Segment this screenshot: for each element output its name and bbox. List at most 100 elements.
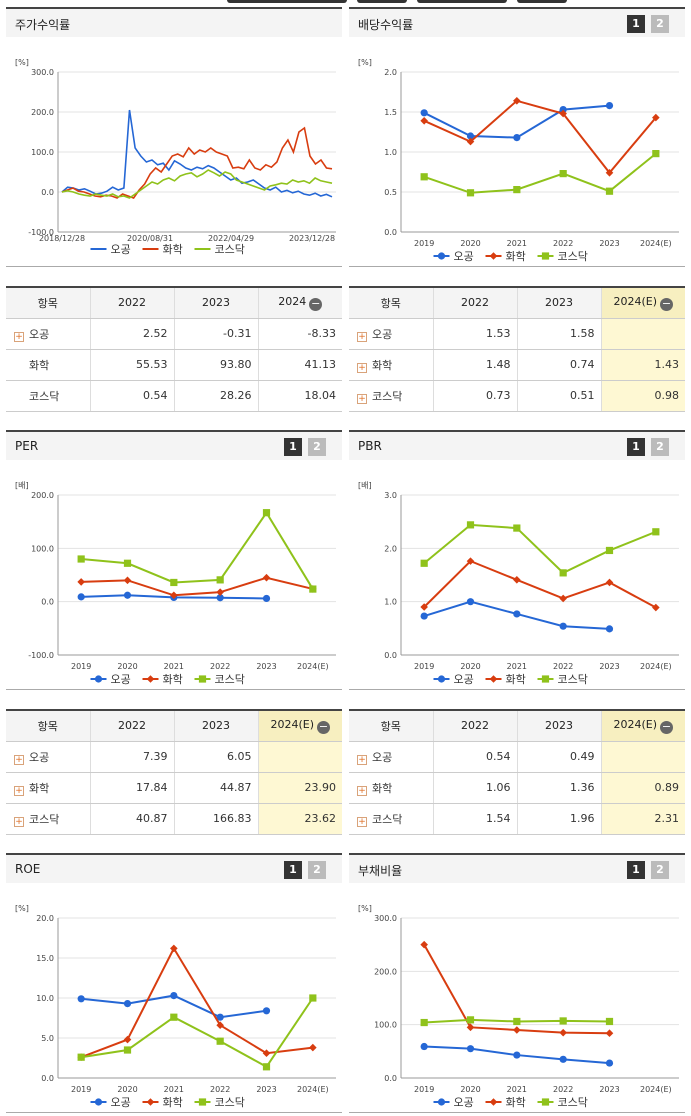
legend-marker: [489, 675, 498, 683]
data-point: [605, 578, 614, 587]
legend-marker: [541, 1098, 550, 1106]
plus-icon[interactable]: +: [14, 785, 24, 796]
plus-icon[interactable]: +: [14, 754, 24, 765]
data-point: [466, 189, 475, 197]
x-tick-label: 2023: [599, 1085, 619, 1094]
data-point: [559, 170, 567, 178]
plus-icon[interactable]: +: [357, 754, 367, 765]
data-point: [466, 557, 475, 565]
unit-label: [%]: [15, 58, 29, 67]
table-cell: 1.96: [517, 803, 602, 835]
minus-icon[interactable]: −: [317, 719, 331, 734]
x-tick-label: 2020/08/31: [127, 234, 173, 243]
row-label: + 오공: [349, 318, 434, 350]
x-tick-label: 2024(E): [297, 1085, 329, 1094]
chart-area: -100.0 0.0 100.0 200.0 300.0 [%] 2018/12/28 202…: [6, 37, 342, 266]
y-tick-label: 10.0: [36, 994, 54, 1003]
x-tick-label: 2019: [71, 662, 91, 671]
panel-stock-return: 주가수익률 -100.0 0.0 100.0 200.0 300.0 [%] 2018/12…: [6, 7, 342, 267]
data-point: [262, 1007, 271, 1015]
col-header-label: 2024(E): [613, 294, 658, 308]
row-label-text: 코스닥: [29, 389, 60, 403]
table-header-row: 항목 2022 2023 2024(E) −: [6, 710, 342, 742]
minus-icon[interactable]: −: [660, 296, 674, 311]
panel-per: PER 1 2 -100.0 0.0 100.0 200.0 [배] 2019 2020 20…: [6, 430, 342, 690]
data-point: [262, 509, 271, 517]
x-tick-label: 2023: [599, 662, 619, 671]
view-1-button[interactable]: 1: [627, 438, 645, 456]
chart-area: 0.0 0.5 1.0 1.5 2.0 [%] 2019 2020 2021 2022 2023 20…: [349, 37, 685, 266]
table-cell: 2.52: [90, 318, 175, 350]
view-1-button[interactable]: 1: [284, 438, 302, 456]
view-2-button[interactable]: 2: [308, 861, 326, 879]
top-tab-1[interactable]: [227, 0, 347, 3]
row-label: + 화학: [6, 772, 91, 804]
legend-label: 화학: [506, 673, 526, 686]
top-tab-2[interactable]: [357, 0, 407, 3]
row-label: + 코스닥: [349, 380, 434, 412]
plus-icon[interactable]: +: [357, 331, 367, 342]
legend-label: 코스닥: [558, 673, 588, 686]
y-tick-label: 1.5: [384, 108, 397, 117]
stock-return-table: 항목 2022 2023 2024− + 오공 2.52 -0.31 -8.33 …: [6, 286, 342, 412]
data-point: [216, 576, 224, 584]
view-1-button[interactable]: 1: [627, 15, 645, 33]
view-2-button[interactable]: 2: [651, 861, 669, 879]
y-tick-label: 1.0: [384, 148, 397, 157]
minus-icon[interactable]: −: [309, 296, 323, 311]
row-label: + 코스닥: [6, 803, 91, 835]
minus-icon[interactable]: −: [660, 719, 674, 734]
data-point: [513, 1017, 521, 1026]
legend-label: 코스닥: [558, 250, 588, 263]
view-2-button[interactable]: 2: [651, 15, 669, 33]
panel-title: PER: [15, 439, 39, 453]
data-point: [466, 521, 475, 529]
view-2-button[interactable]: 2: [651, 438, 669, 456]
view-1-button[interactable]: 1: [284, 861, 302, 879]
series-line: [423, 559, 657, 609]
legend-marker: [146, 1098, 155, 1106]
x-tick-label: 2023/12/28: [289, 234, 335, 243]
y-tick-label: 20.0: [36, 914, 54, 923]
view-1-button[interactable]: 1: [627, 861, 645, 879]
data-point: [123, 1000, 132, 1008]
legend-marker: [146, 675, 155, 683]
col-header: 항목: [349, 710, 434, 742]
data-point: [216, 1013, 224, 1021]
panel-title: ROE: [15, 862, 41, 876]
data-point: [420, 117, 428, 125]
stock-return-chart: -100.0 0.0 100.0 200.0 300.0[%] 2018/12/28 202…: [15, 58, 336, 256]
col-header: 2023: [517, 287, 602, 319]
plus-icon[interactable]: +: [14, 331, 24, 342]
table-cell: 44.87: [174, 772, 259, 804]
plus-icon[interactable]: +: [357, 393, 367, 404]
plus-icon[interactable]: +: [357, 816, 367, 827]
x-tick-label: 2018/12/28: [39, 234, 85, 243]
y-tick-label: 300.0: [31, 68, 54, 77]
chart-area: 0.0 5.0 10.0 15.0 20.0 [%] 2019 2020 2021 2022 202…: [6, 883, 342, 1112]
top-tab-4[interactable]: [517, 0, 567, 3]
data-point: [77, 593, 85, 601]
data-point: [605, 1017, 614, 1026]
chart-divider: [349, 689, 685, 690]
row-label-text: 오공: [29, 327, 50, 341]
table-header-row: 항목 2022 2023 2024−: [6, 287, 342, 319]
row-label: + 오공: [6, 741, 91, 773]
panel-header: PER 1 2: [6, 430, 342, 460]
series-line: [61, 126, 333, 199]
legend-label: 화학: [506, 1096, 526, 1109]
plus-icon[interactable]: +: [14, 816, 24, 827]
table-cell: [258, 741, 342, 773]
pbr-chart: 0.0 1.0 2.0 3.0 [배] 2019 2020 2021 2022 2023 2024(…: [358, 481, 679, 686]
table-cell: 23.62: [258, 803, 342, 835]
plus-icon[interactable]: +: [357, 362, 367, 373]
top-tab-3[interactable]: [417, 0, 507, 3]
table-cell: 17.84: [90, 772, 175, 804]
data-point: [652, 528, 660, 536]
plus-icon[interactable]: +: [357, 785, 367, 796]
view-2-button[interactable]: 2: [308, 438, 326, 456]
table-header-row: 항목 2022 2023 2024(E) −: [349, 710, 685, 742]
y-tick-label: -100.0: [28, 651, 54, 660]
x-tick-label: 2021: [507, 662, 527, 671]
table-cell: 0.89: [601, 772, 685, 804]
